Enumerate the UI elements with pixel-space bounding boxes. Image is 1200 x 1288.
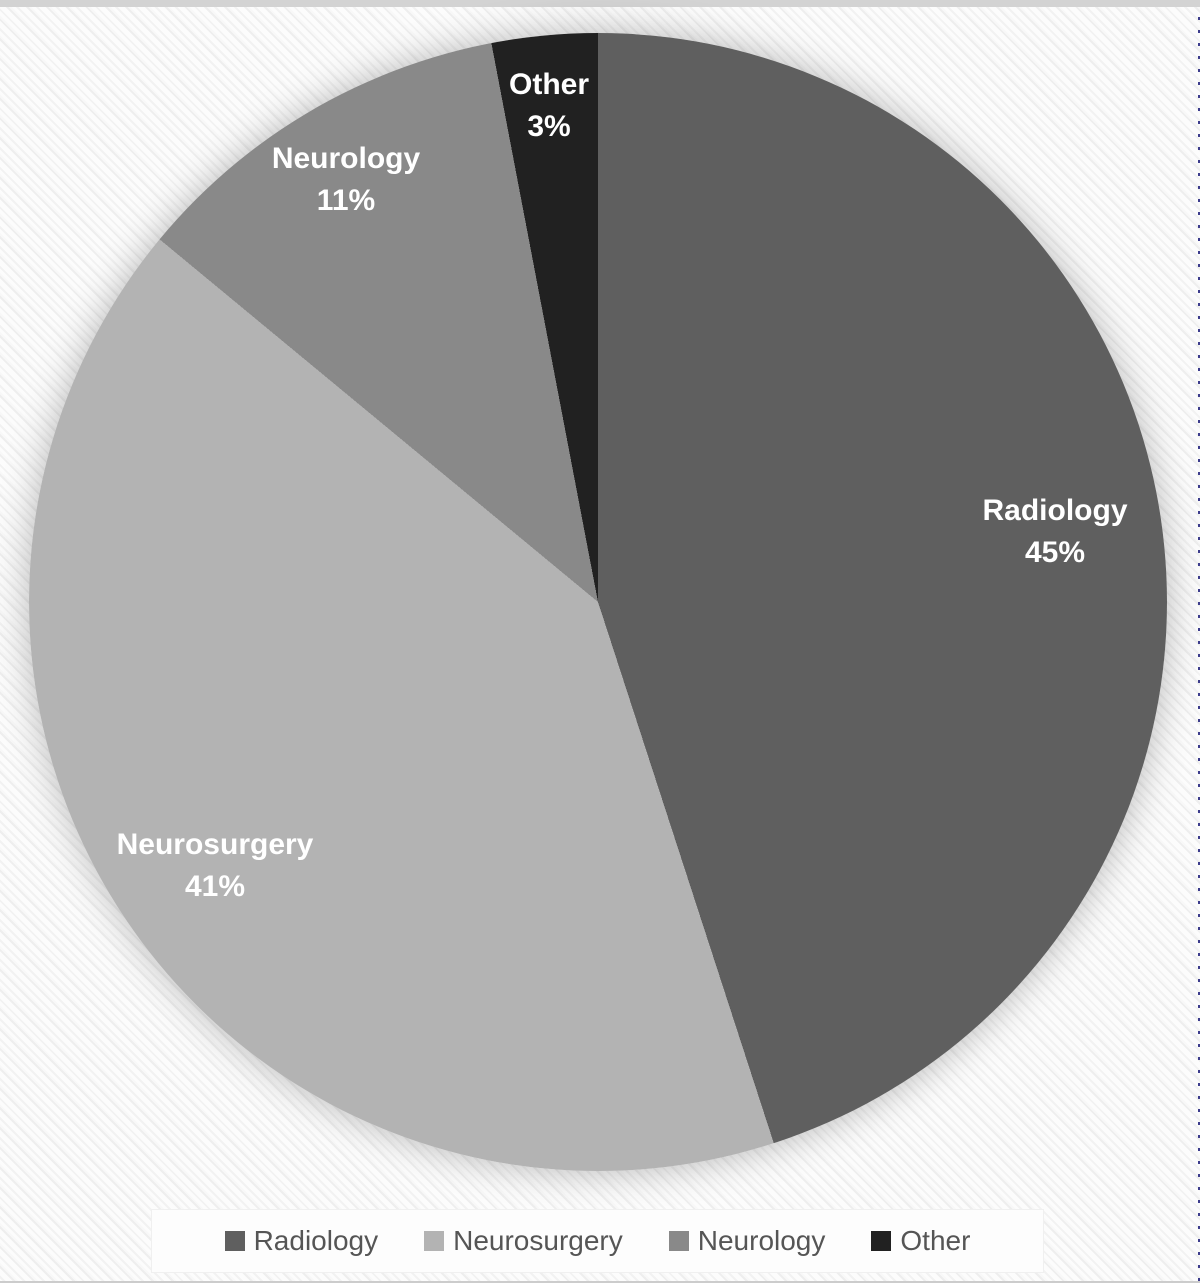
window-top-edge [0, 0, 1200, 7]
legend: Radiology Neurosurgery Neurology Other [151, 1209, 1044, 1273]
page-edge-dashes [1198, 7, 1200, 1288]
legend-label: Neurosurgery [453, 1225, 623, 1256]
legend-item-neurology[interactable]: Neurology [668, 1225, 826, 1257]
legend-label: Radiology [253, 1225, 379, 1256]
legend-item-other[interactable]: Other [871, 1225, 970, 1257]
legend-label: Other [900, 1225, 971, 1256]
window-bottom-edge [0, 1281, 1200, 1288]
legend-item-radiology[interactable]: Radiology [224, 1225, 379, 1257]
legend-swatch-radiology [224, 1231, 245, 1251]
legend-item-neurosurgery[interactable]: Neurosurgery [424, 1225, 623, 1257]
pie-chart[interactable] [29, 33, 1167, 1171]
legend-swatch-other [871, 1231, 892, 1251]
legend-swatch-neurology [668, 1231, 689, 1251]
legend-label: Neurology [697, 1225, 826, 1256]
legend-swatch-neurosurgery [424, 1231, 445, 1251]
